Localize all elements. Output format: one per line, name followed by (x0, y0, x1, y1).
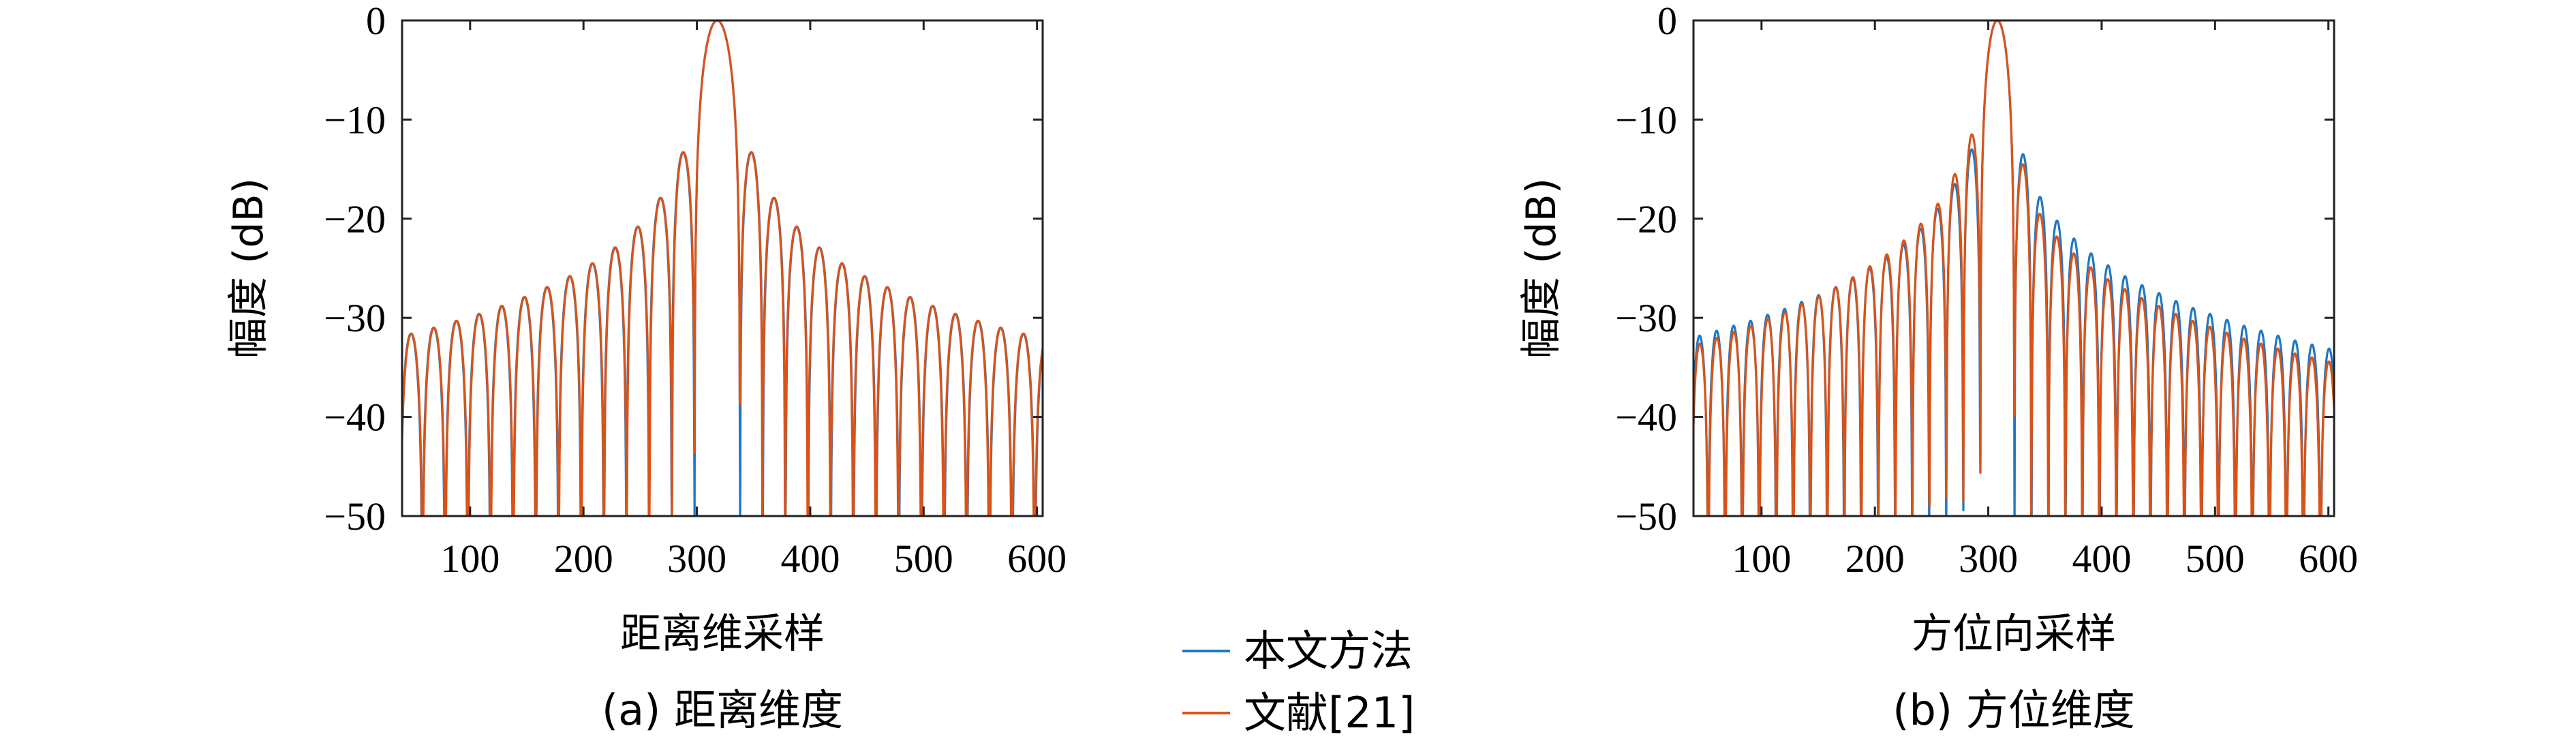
x-tick-label: 400 (780, 536, 840, 581)
panel-a-y-axis-label: 幅度 (dB) (225, 178, 273, 359)
panel-a-range: 100 200 300 400 500 600 0 −10 −20 −30 −40 −50 距离维采样… (225, 0, 1067, 735)
series-line-reference (402, 19, 1043, 516)
panel-b-caption: (b) 方位维度 (1892, 685, 2134, 735)
y-tick-label: −30 (324, 296, 386, 340)
y-tick-label: 0 (1657, 0, 1677, 43)
y-tick-label: −50 (1615, 494, 1677, 539)
x-tick-label: 200 (1845, 536, 1905, 581)
legend-label-proposed: 本文方法 (1244, 626, 1413, 676)
x-tick-label: 100 (440, 536, 500, 581)
y-tick-label: −10 (1615, 97, 1677, 142)
y-tick-label: −50 (324, 494, 386, 539)
x-tick-label: 400 (2072, 536, 2131, 581)
x-tick-label: 300 (1959, 536, 2018, 581)
panel-b-azimuth: 100 200 300 400 500 600 0 −10 −20 −30 −40 −50 方位向采样… (1518, 0, 2358, 735)
y-tick-label: −30 (1615, 296, 1677, 340)
x-tick-label: 500 (894, 536, 953, 581)
panel-b-ticks: 100 200 300 400 500 600 0 −10 −20 −30 −40 −50 (1615, 0, 2358, 581)
panel-a-caption: (a) 距离维度 (602, 685, 843, 735)
panel-b-curves (1693, 19, 2334, 516)
panel-b-y-axis-label: 幅度 (dB) (1518, 178, 1565, 359)
x-tick-label: 100 (1732, 536, 1791, 581)
x-tick-label: 600 (2299, 536, 2358, 581)
x-tick-label: 500 (2186, 536, 2245, 581)
panel-a-plot-frame (401, 19, 1044, 517)
x-tick-label: 600 (1007, 536, 1067, 581)
panel-b-plot-frame (1692, 19, 2335, 517)
x-tick-label: 200 (554, 536, 613, 581)
y-tick-label: −10 (324, 97, 386, 142)
y-tick-label: −40 (324, 395, 386, 440)
y-tick-label: −40 (1615, 395, 1677, 440)
x-tick-label: 300 (667, 536, 726, 581)
legend-label-reference: 文献[21] (1244, 688, 1415, 738)
panel-b-x-axis-label: 方位向采样 (1912, 610, 2116, 658)
panel-a-ticks: 100 200 300 400 500 600 0 −10 −20 −30 −40 −50 (324, 0, 1067, 581)
y-tick-label: −20 (324, 197, 386, 241)
y-tick-label: 0 (366, 0, 386, 43)
series-line-reference (1693, 19, 2334, 516)
panel-a-curves (402, 19, 1043, 516)
y-tick-label: −20 (1615, 197, 1677, 241)
panel-a-x-axis-label: 距离维采样 (620, 610, 825, 658)
legend: 本文方法 文献[21] (1182, 626, 1415, 738)
